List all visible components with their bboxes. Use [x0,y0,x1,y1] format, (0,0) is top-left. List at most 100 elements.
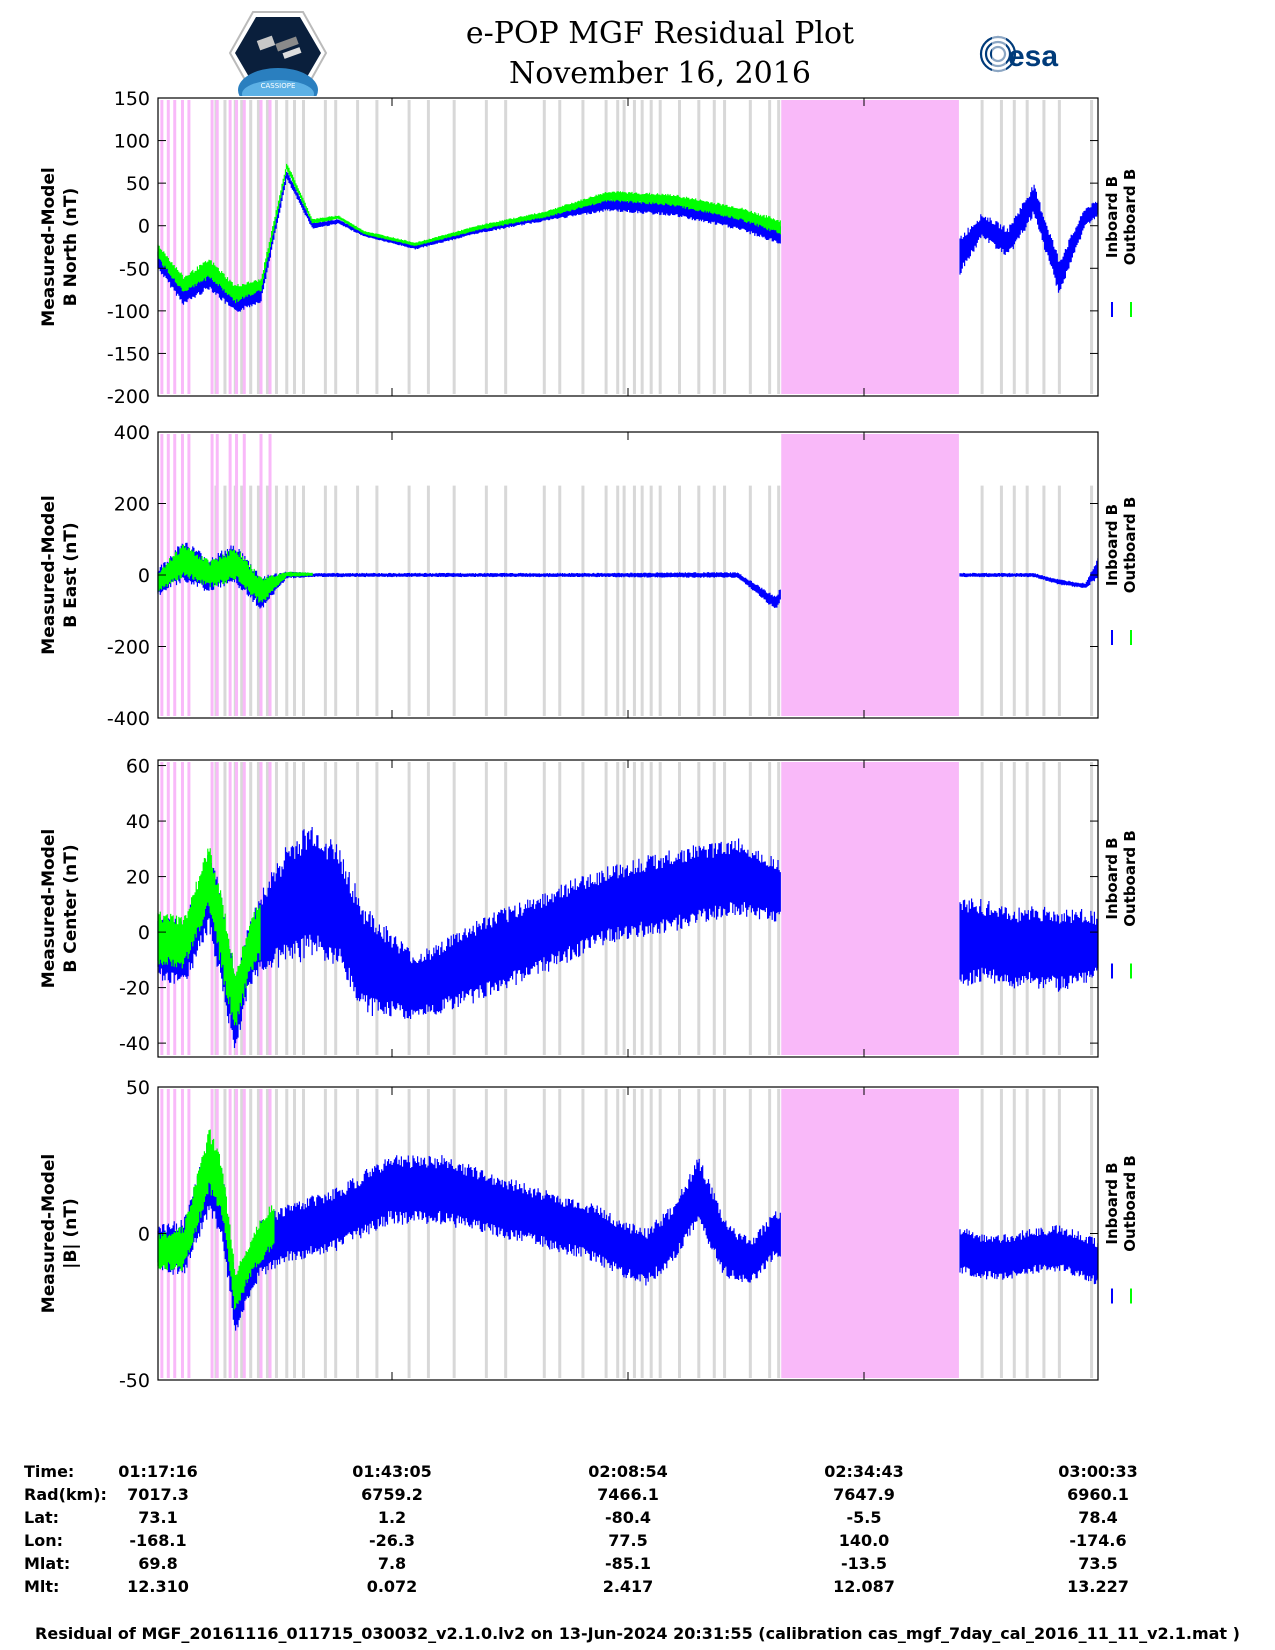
gap-band-gray [223,762,227,1055]
info-label: Mlat: [24,1554,71,1573]
info-value: -168.1 [129,1531,187,1550]
gap-band-gray [375,100,379,394]
gap-band-gray [1042,762,1046,1055]
data-gap-block [781,1089,959,1378]
gap-band-gray [323,485,327,716]
y-tick-label: 150 [114,88,150,110]
y-axis-label: Measured-Model [39,1154,59,1313]
gap-band-gray [616,485,620,716]
gap-band-pink [215,100,219,394]
gap-band-gray [426,762,430,1055]
data-gap-block [781,762,959,1055]
info-value: -5.5 [846,1508,882,1527]
legend-outboard-label: Outboard B [1121,497,1139,594]
info-value: 02:34:43 [824,1462,904,1481]
gap-band-gray [240,762,244,1055]
gap-band-gray [452,1089,456,1378]
cassiope-logo-text: CASSIOPE [261,82,296,90]
gap-band-gray [604,100,608,394]
y-tick-label: 50 [126,173,150,195]
legend-inboard-label: Inboard B [1103,504,1121,586]
gap-band-gray [452,485,456,716]
info-value: 01:43:05 [352,1462,432,1481]
gap-band-gray [1090,485,1094,716]
gap-band-gray [581,485,585,716]
y-tick-label: 0 [138,216,150,238]
gap-band-gray [1057,762,1061,1055]
y-tick-label: -200 [107,637,150,659]
gap-band-pink [242,762,246,1055]
info-row: Mlt: 12.310 0.072 2.417 12.087 13.227 [0,1577,1275,1601]
gap-band-gray [723,100,727,394]
gap-band-pink [173,100,177,394]
gap-band-gray [980,1089,984,1378]
gap-band-gray [256,100,260,394]
footer-caption: Residual of MGF_20161116_011715_030032_v… [35,1624,1240,1643]
legend-outboard-label: Outboard B [1121,169,1139,266]
gap-band-gray [274,100,278,394]
y-tick-label: -100 [107,301,150,323]
cassiope-logo-icon: CASSIOPE [228,11,328,96]
info-value: -26.3 [368,1531,416,1550]
gap-band-gray [558,485,562,716]
chart-title: e-POP MGF Residual Plot November 16, 201… [380,14,940,94]
gap-band-gray [777,100,781,394]
esa-logo-icon: esa [979,35,1058,73]
y-tick-label: 400 [114,422,150,444]
gap-band-gray [616,100,620,394]
y-tick-label: -50 [119,1370,150,1392]
gap-band-gray [1025,485,1029,716]
gap-band-gray [249,1089,253,1378]
gap-band-pink [166,100,170,394]
y-axis-label: B East (nT) [61,522,81,627]
gap-band-pink [180,762,184,1055]
gap-band-gray [356,1089,360,1378]
gap-band-gray [649,100,653,394]
title-line-2: November 16, 2016 [509,56,811,91]
gap-band-pink [160,762,164,1055]
y-axis-label: Measured-Model [39,829,59,988]
gap-band-gray [249,762,253,1055]
gap-band-gray [484,100,488,394]
y-tick-label: 40 [126,811,150,833]
gap-band-gray [426,100,430,394]
info-value: 7.8 [377,1554,407,1573]
gap-band-pink [187,100,191,394]
info-row: Mlat: 69.8 7.8 -85.1 -13.5 73.5 [0,1554,1275,1578]
gap-band-pink [187,762,191,1055]
gap-band-gray [980,100,984,394]
y-tick-label: -50 [119,258,150,280]
gap-band-gray [658,100,662,394]
gap-band-gray [980,485,984,716]
info-label: Lat: [24,1508,60,1527]
gap-band-pink [242,1089,246,1378]
gap-band-pink [235,762,239,1055]
info-value: 7466.1 [597,1485,659,1504]
gap-band-pink [215,1089,219,1378]
y-axis-label: B North (nT) [61,188,81,307]
info-value: 12.310 [127,1577,189,1596]
y-axis-label: Measured-Model [39,495,59,654]
legend-inboard-label: Inboard B [1103,176,1121,258]
gap-band-pink [173,762,177,1055]
gap-band-gray [375,762,379,1055]
info-value: 0.072 [366,1577,418,1596]
gap-band-gray [748,100,752,394]
gap-band-gray [407,485,411,716]
gap-band-gray [1012,762,1016,1055]
info-value: 01:17:16 [118,1462,198,1481]
y-tick-label: 0 [138,922,150,944]
gap-band-gray [334,100,338,394]
gap-band-gray [1090,762,1094,1055]
gap-band-gray [375,485,379,716]
info-row: Time: 01:17:16 01:43:05 02:08:54 02:34:43 03:… [0,1462,1275,1486]
info-row: Lat: 73.1 1.2 -80.4 -5.5 78.4 [0,1508,1275,1532]
gap-band-gray [1057,100,1061,394]
legend-outboard-label: Outboard B [1121,830,1139,927]
y-tick-label: -400 [107,708,150,730]
gap-band-gray [274,485,278,716]
gap-band-gray [249,485,253,716]
info-value: 2.417 [602,1577,654,1596]
gap-band-gray [697,485,701,716]
gap-band-pink [160,100,164,394]
